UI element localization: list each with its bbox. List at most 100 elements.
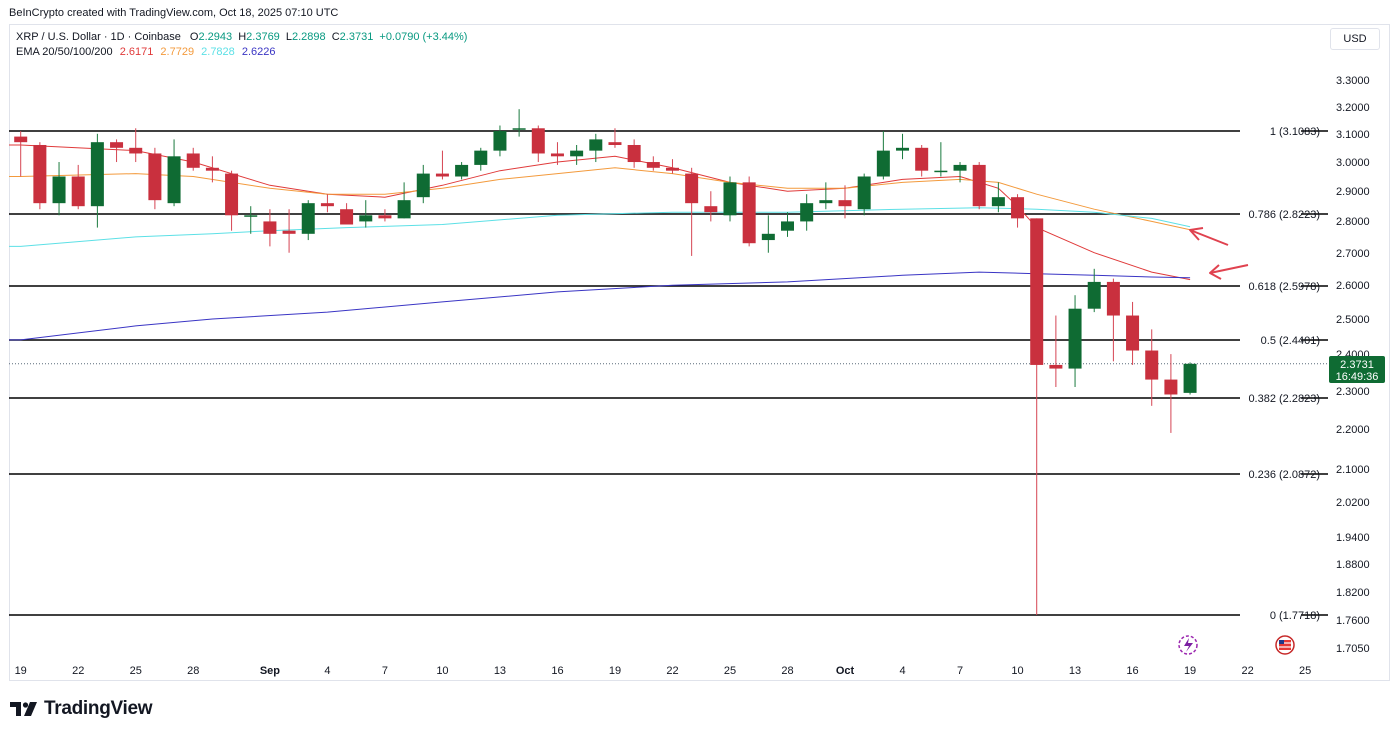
candle-body: [244, 215, 258, 217]
arrow-shaft: [1189, 229, 1229, 246]
tradingview-logo-icon: [10, 702, 37, 716]
candle: [90, 133, 104, 228]
candle: [742, 176, 756, 247]
candle: [934, 142, 948, 177]
candle-body: [129, 147, 143, 154]
price-axis-label: 2.7000: [1336, 248, 1370, 260]
candle: [186, 147, 200, 171]
candle-body: [378, 215, 392, 219]
candle: [608, 128, 622, 148]
candle-body: [110, 142, 124, 148]
fib-level-label: 0 (1.7718): [1270, 610, 1320, 622]
candle-body: [301, 203, 315, 234]
fib-level-label: 0.382 (2.2823): [1248, 393, 1320, 405]
candle-body: [570, 150, 584, 157]
candle-body: [857, 176, 871, 210]
candle: [282, 209, 296, 253]
candle: [819, 182, 833, 210]
candle-body: [1087, 281, 1101, 309]
ema-label[interactable]: EMA 20/50/100/200: [16, 46, 113, 58]
ema200-value: 2.6226: [241, 46, 276, 58]
candle-body: [646, 162, 660, 168]
price-axis-label: 2.8000: [1336, 216, 1370, 228]
candle-body: [33, 144, 47, 204]
candle-body: [991, 197, 1005, 207]
candle-body: [704, 206, 718, 213]
candle: [52, 162, 66, 216]
candle: [110, 139, 124, 163]
candle: [167, 139, 181, 207]
time-axis-label: 4: [324, 665, 330, 677]
time-axis-label: 7: [957, 665, 963, 677]
candle-body: [1145, 350, 1159, 380]
candle-body: [263, 221, 277, 234]
candle-body: [742, 182, 756, 244]
candle: [838, 185, 852, 219]
candle-body: [1164, 379, 1178, 395]
annotation-arrows: [1189, 227, 1249, 280]
candle-body: [1183, 363, 1197, 393]
time-axis-label: 13: [1069, 665, 1081, 677]
candle: [991, 182, 1005, 213]
candle: [896, 133, 910, 160]
fib-level-label: 0.786 (2.8223): [1248, 209, 1320, 221]
lightning-icon: [1184, 638, 1193, 652]
price-axis-label: 3.1000: [1336, 129, 1370, 141]
symbol-label[interactable]: XRP / U.S. Dollar · 1D · Coinbase: [16, 31, 181, 43]
candle: [397, 182, 411, 219]
candle: [225, 170, 239, 231]
tradingview-logo[interactable]: TradingView: [10, 698, 153, 720]
candle: [570, 144, 584, 165]
candle: [953, 162, 967, 183]
time-axis-label: 22: [72, 665, 84, 677]
price-tag-value: 2.3731: [1340, 359, 1374, 371]
price-axis-label: 3.3000: [1336, 75, 1370, 87]
candle: [1126, 301, 1140, 365]
candle: [876, 131, 890, 180]
candle-body: [550, 153, 564, 157]
time-axis-label: 25: [130, 665, 142, 677]
candle: [531, 125, 545, 163]
time-axis-label: 19: [15, 665, 27, 677]
low-value: 2.2898: [292, 31, 326, 43]
time-axis-label: Oct: [836, 665, 855, 677]
candle-body: [71, 176, 85, 207]
price-axis-label: 2.9000: [1336, 186, 1370, 198]
candle-body: [493, 131, 507, 151]
time-axis-label: 4: [899, 665, 905, 677]
candle-body: [148, 153, 162, 201]
candle: [915, 144, 929, 177]
currency-selector[interactable]: USD: [1330, 28, 1380, 50]
open-value: 2.2943: [198, 31, 233, 43]
flag-icon: [1279, 640, 1291, 650]
time-axis-label: Sep: [260, 665, 280, 677]
candle: [512, 109, 526, 137]
candle: [129, 128, 143, 163]
candle: [1049, 315, 1063, 388]
flag-event-icon: [1275, 635, 1295, 655]
candle-body: [781, 221, 794, 231]
ema100-line: [9, 207, 1191, 247]
candle-body: [665, 167, 679, 171]
candle: [493, 125, 507, 157]
candle: [71, 164, 85, 210]
candle-body: [435, 173, 449, 177]
candle-body: [359, 215, 373, 222]
candle-body: [14, 136, 28, 143]
candle: [263, 209, 277, 247]
candle-body: [1049, 364, 1063, 369]
price-axis-label: 1.7600: [1336, 615, 1370, 627]
ema-legend[interactable]: EMA 20/50/100/200 2.6171 2.7729 2.7828 2…: [16, 46, 276, 58]
time-axis-label: 25: [724, 665, 736, 677]
candle-body: [1011, 197, 1025, 219]
ohlc-legend[interactable]: XRP / U.S. Dollar · 1D · Coinbase O2.294…: [16, 31, 467, 43]
candle: [550, 142, 564, 165]
time-axis-label: 28: [187, 665, 199, 677]
flag-canton: [1279, 640, 1284, 644]
candle-body: [416, 173, 430, 198]
candle-body: [761, 233, 775, 241]
price-axis-label: 2.3000: [1336, 386, 1370, 398]
candle: [1183, 362, 1197, 395]
